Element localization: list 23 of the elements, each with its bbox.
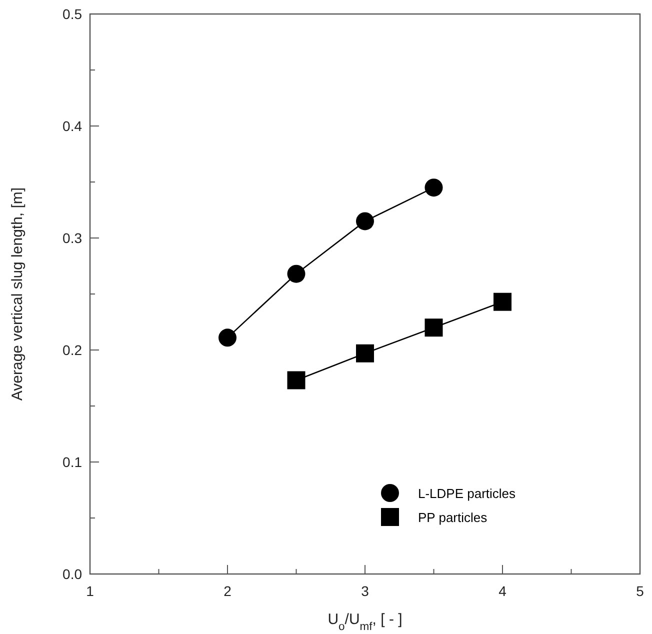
- y-tick-label: 0.0: [62, 566, 82, 582]
- y-tick-label: 0.5: [62, 6, 82, 22]
- point: [424, 178, 443, 197]
- point: [494, 292, 512, 311]
- point: [218, 328, 236, 347]
- x-tick-label: 5: [636, 583, 644, 599]
- legend-label: L-LDPE particles: [418, 486, 516, 501]
- y-axis-title: Average vertical slug length, [m]: [9, 187, 26, 401]
- point: [424, 318, 443, 337]
- y-tick-label: 0.4: [62, 118, 82, 134]
- x-tick-label: 2: [224, 583, 232, 599]
- x-axis-title: U$_{o}$/U$_{mf}$, [ - ]: [328, 611, 402, 633]
- y-tick-label: 0.2: [62, 342, 82, 358]
- x-tick-label: 1: [86, 583, 94, 599]
- y-tick-label: 0.1: [62, 454, 82, 470]
- point: [356, 344, 374, 362]
- point: [287, 264, 306, 283]
- x-tick-label: 3: [361, 583, 370, 599]
- y-tick-label: 0.3: [62, 230, 82, 246]
- x-tick-label: 4: [498, 583, 507, 599]
- point: [287, 371, 306, 390]
- legend-label: PP particles: [418, 510, 488, 525]
- point: [356, 212, 374, 230]
